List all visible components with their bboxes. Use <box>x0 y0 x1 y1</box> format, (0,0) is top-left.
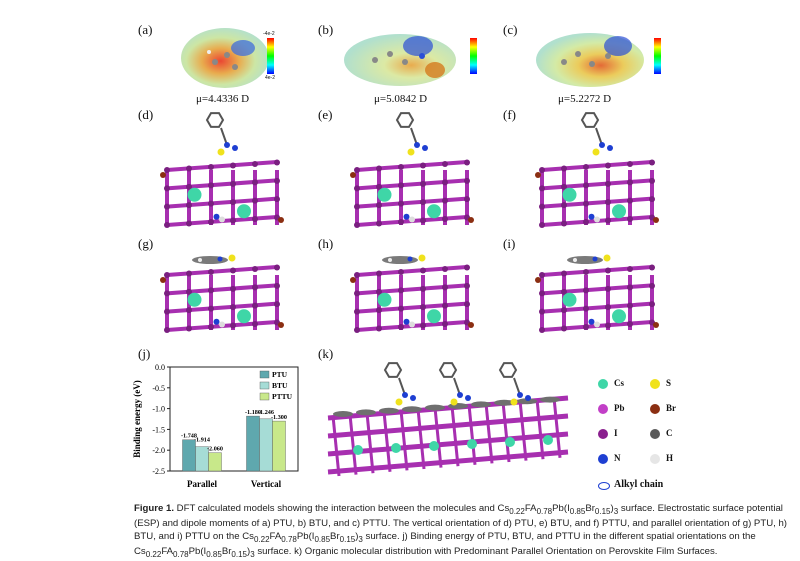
legend-label-ptu: PTU <box>272 370 288 379</box>
legend-dot-s <box>650 379 660 389</box>
parallel-model-ptu <box>160 254 284 333</box>
x-category-label: Vertical <box>251 479 282 489</box>
legend-label-n: N <box>614 453 621 463</box>
esp-colorbar-a <box>267 38 274 74</box>
legend-dot-n <box>598 454 608 464</box>
bar-value-label: -1.914 <box>194 437 210 444</box>
dipole-btu: μ=5.0842 D <box>374 93 428 105</box>
bar-value-label: -1.180 <box>245 409 261 416</box>
bar-ptu-vertical <box>246 415 260 472</box>
panel-label-j: (j) <box>138 346 151 361</box>
legend-dot-br <box>650 404 660 414</box>
y-tick-label: -0.5 <box>152 384 165 393</box>
legend-swatch-ptu <box>259 370 270 379</box>
legend-label-h: H <box>666 453 674 463</box>
panel-label-b: (b) <box>318 22 334 37</box>
x-category-label: Parallel <box>187 479 217 489</box>
y-tick-label: -1.0 <box>152 405 165 414</box>
alkyl-chain-icon <box>598 482 610 490</box>
esp-surface-btu <box>344 34 456 86</box>
caption-text-1: DFT calculated models showing the intera… <box>176 503 510 514</box>
caption-text-2: surface. Electrostatic surface potential… <box>134 503 787 542</box>
legend-dot-i <box>598 429 608 439</box>
panel-label-f: (f) <box>503 107 516 122</box>
dipole-pttu: μ=5.2272 D <box>558 93 612 105</box>
y-tick-label: -2.5 <box>152 467 165 476</box>
caption-text-4: surface. k) Organic molecular distributi… <box>257 546 718 558</box>
film-surface-model <box>327 362 569 477</box>
bar-btu-vertical <box>259 418 273 472</box>
legend-dot-pb <box>598 404 608 414</box>
legend-dot-c <box>650 429 660 439</box>
parallel-model-btu <box>350 254 474 333</box>
binding-energy-chart: -2.5 -2.0 -1.5 -1.0 -0.5 0.0 Binding energy (e… <box>132 363 299 489</box>
panel-label-c: (c) <box>503 22 518 37</box>
bar-value-label: -2.060 <box>207 446 223 453</box>
vertical-model-btu <box>350 112 474 228</box>
bar-ptu-parallel <box>182 439 196 472</box>
dipole-ptu: μ=4.4336 D <box>196 93 250 105</box>
panel-label-e: (e) <box>318 107 333 122</box>
y-tick-label: -1.5 <box>152 425 165 434</box>
esp-surface-pttu <box>536 33 644 87</box>
vertical-model-pttu <box>535 112 659 228</box>
panel-label-d: (d) <box>138 107 154 122</box>
panel-label-i: (i) <box>503 236 516 251</box>
legend-label-s: S <box>666 378 672 388</box>
bar-value-label: -1.246 <box>258 409 274 416</box>
legend-label-br: Br <box>666 403 676 413</box>
legend-dot-cs <box>598 379 608 389</box>
legend-label-btu: BTU <box>272 381 288 390</box>
legend-label-pttu: PTTU <box>272 392 293 401</box>
legend-swatch-btu <box>259 381 270 390</box>
bar-pttu-parallel <box>208 452 222 472</box>
parallel-model-pttu <box>535 254 659 333</box>
caption-figure-number: Figure 1. <box>134 503 174 514</box>
panel-label-k: (k) <box>318 346 334 361</box>
vertical-model-ptu <box>160 112 284 228</box>
bar-value-label: -1.748 <box>181 433 197 440</box>
y-tick-label: -2.0 <box>152 446 165 455</box>
legend-label-c: C <box>666 428 673 438</box>
caption-text-3: surface. j) Binding energy of PTU, BTU, … <box>134 530 756 558</box>
legend-label-pb: Pb <box>614 403 625 413</box>
panel-label-g: (g) <box>138 236 154 251</box>
bar-pttu-vertical <box>272 420 286 472</box>
figure-caption: Figure 1. DFT calculated models showing … <box>134 503 787 559</box>
esp-colorbar-c <box>654 38 661 74</box>
esp-colorbar-b <box>470 38 477 74</box>
bar-value-label: -1.300 <box>271 414 287 421</box>
legend-label-i: I <box>614 428 618 438</box>
panel-label-h: (h) <box>318 236 334 251</box>
esp-surface-ptu <box>181 28 269 88</box>
legend-alkyl-chain: Alkyl chain <box>614 479 664 490</box>
plot-frame <box>169 366 299 472</box>
y-tick-label: 0.0 <box>155 363 165 372</box>
panel-label-a: (a) <box>138 22 153 37</box>
y-axis-label: Binding energy (eV) <box>132 380 142 458</box>
legend-label-cs: Cs <box>614 378 625 388</box>
legend-swatch-pttu <box>259 392 270 401</box>
colorbar-bottom-label: 4e-2 <box>265 75 276 81</box>
legend-dot-h <box>650 454 660 464</box>
colorbar-top-label: -4e-2 <box>263 31 275 37</box>
